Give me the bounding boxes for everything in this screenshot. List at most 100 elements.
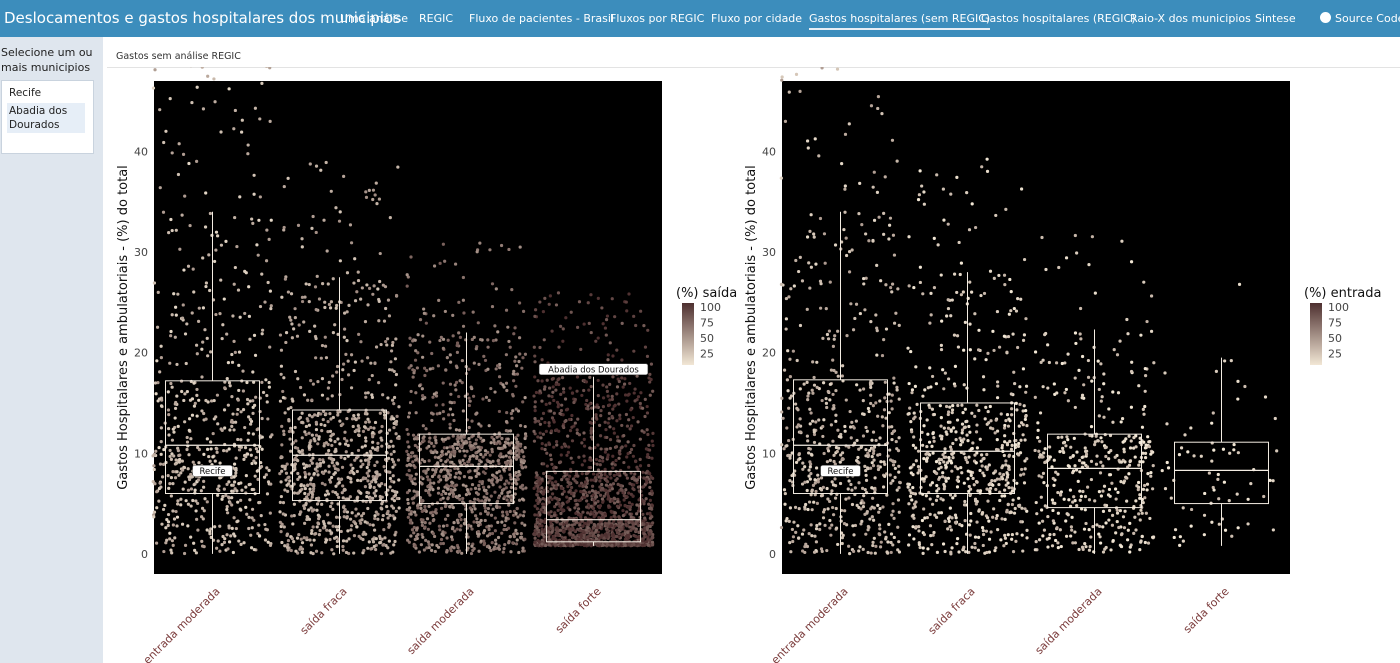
data-point xyxy=(460,500,465,504)
data-point xyxy=(330,433,334,437)
data-point xyxy=(520,465,524,469)
data-point xyxy=(194,551,198,555)
data-point xyxy=(345,310,349,314)
data-point xyxy=(631,522,635,526)
tab-gastos-regic[interactable]: Gastos hospitalares (REGIC) xyxy=(981,12,1136,25)
data-point xyxy=(476,321,480,325)
data-point xyxy=(153,68,157,72)
data-point xyxy=(226,360,231,365)
data-point xyxy=(813,478,817,482)
data-point xyxy=(581,492,586,497)
data-point xyxy=(379,342,383,347)
data-point xyxy=(373,447,377,451)
tab-sintese[interactable]: Sintese xyxy=(1255,12,1296,25)
data-point xyxy=(502,546,506,551)
data-point xyxy=(200,409,204,413)
data-point xyxy=(487,459,492,464)
data-point xyxy=(405,273,409,277)
data-point xyxy=(857,461,861,465)
data-point xyxy=(291,522,295,526)
data-point xyxy=(174,509,178,514)
data-point xyxy=(883,462,887,466)
data-point xyxy=(176,449,180,453)
data-point xyxy=(411,339,415,343)
data-point xyxy=(428,521,432,525)
data-point xyxy=(617,402,621,406)
data-point xyxy=(851,549,856,553)
data-point xyxy=(621,385,625,389)
data-point xyxy=(523,446,527,450)
data-point xyxy=(345,539,349,543)
municipio-select[interactable]: Recife Abadia dos Dourados xyxy=(1,80,94,154)
data-point xyxy=(190,100,194,105)
data-point xyxy=(580,463,584,467)
selected-option[interactable]: Recife xyxy=(9,87,42,99)
data-point xyxy=(174,458,178,462)
data-point xyxy=(411,433,416,437)
data-point xyxy=(875,263,879,267)
data-point xyxy=(849,482,853,487)
data-point xyxy=(320,343,325,348)
tab-fluxos-por-regic[interactable]: Fluxos por REGIC xyxy=(610,12,705,25)
data-point xyxy=(819,476,824,480)
tab-fluxo-por-cidade[interactable]: Fluxo por cidade xyxy=(711,12,803,25)
data-point xyxy=(249,533,253,537)
data-point xyxy=(295,446,300,450)
data-point xyxy=(596,336,600,340)
data-point xyxy=(452,418,456,423)
data-point xyxy=(643,397,647,401)
data-point xyxy=(828,499,832,504)
data-point xyxy=(457,300,461,304)
data-point xyxy=(241,408,246,412)
data-point xyxy=(244,474,248,478)
data-point xyxy=(264,473,268,477)
tab-fluxo-pacientes-brasil[interactable]: Fluxo de pacientes - Brasil xyxy=(469,12,614,25)
data-point xyxy=(292,327,296,331)
data-point xyxy=(565,407,570,411)
data-point xyxy=(183,420,187,424)
data-point xyxy=(650,439,654,443)
tab-uma-analise[interactable]: Uma análise xyxy=(340,12,409,25)
data-point xyxy=(427,459,431,463)
data-point xyxy=(810,388,814,392)
data-point xyxy=(213,459,217,463)
data-point xyxy=(786,389,790,393)
data-point xyxy=(283,277,288,281)
data-point xyxy=(888,448,892,452)
data-point xyxy=(221,323,225,327)
data-point xyxy=(651,543,655,547)
data-point xyxy=(882,337,886,342)
data-point xyxy=(833,496,838,500)
data-point xyxy=(586,526,590,530)
data-point xyxy=(365,471,369,475)
data-point xyxy=(607,504,611,508)
data-point xyxy=(189,475,194,479)
data-point xyxy=(360,514,364,518)
data-point xyxy=(221,534,225,539)
data-point xyxy=(839,432,843,437)
data-point xyxy=(423,504,427,509)
data-point xyxy=(192,541,196,545)
data-point xyxy=(647,376,651,380)
data-point xyxy=(296,471,300,476)
data-point xyxy=(227,480,231,484)
data-point xyxy=(445,536,449,540)
data-point xyxy=(408,463,412,467)
data-point xyxy=(408,521,412,525)
data-point xyxy=(321,471,326,475)
tab-raio-x[interactable]: Raio-X dos municipios xyxy=(1130,12,1251,25)
data-point xyxy=(413,477,417,481)
selected-option[interactable]: Abadia dos Dourados xyxy=(7,103,85,133)
data-point xyxy=(238,195,242,199)
data-point xyxy=(872,170,876,174)
tab-gastos-sem-regic[interactable]: Gastos hospitalares (sem REGIC) xyxy=(809,12,991,30)
source-code-link[interactable]: Source Code xyxy=(1320,12,1400,25)
data-point xyxy=(195,414,199,418)
data-point xyxy=(448,407,453,411)
data-point xyxy=(874,438,878,443)
data-point xyxy=(308,443,312,447)
data-point xyxy=(230,503,234,507)
data-point xyxy=(362,548,366,553)
data-point xyxy=(419,506,423,510)
tab-regic[interactable]: REGIC xyxy=(419,12,454,25)
